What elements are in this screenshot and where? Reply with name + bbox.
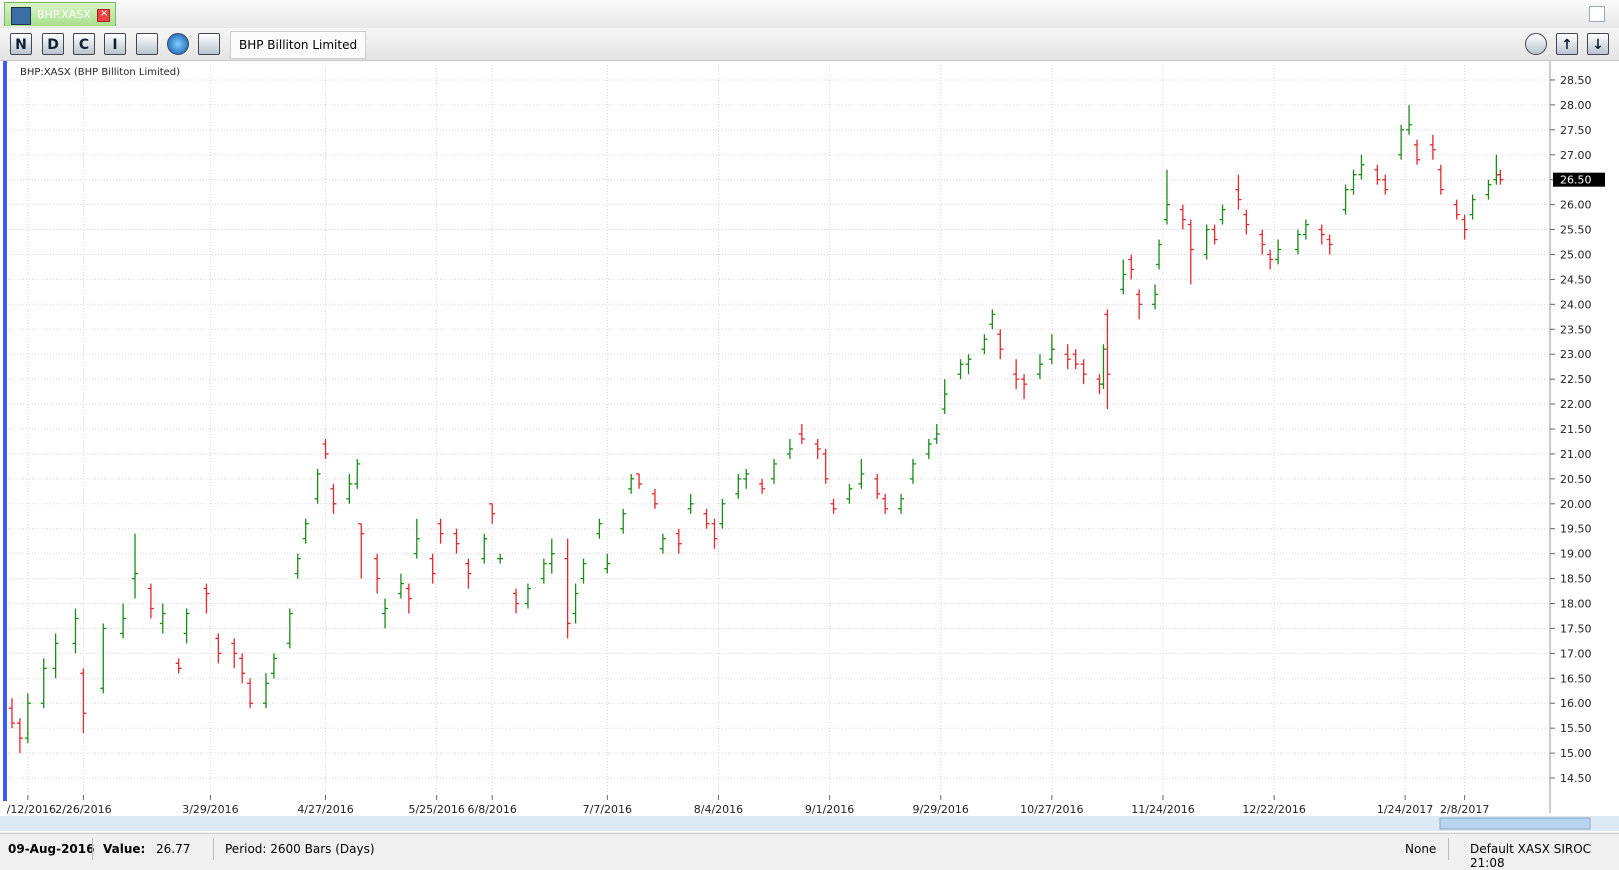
selection-strip (3, 61, 7, 813)
x-tick-label: 5/25/2016 (408, 803, 464, 816)
y-tick-label: 18.00 (1560, 598, 1592, 611)
y-tick-label: 26.00 (1560, 199, 1592, 212)
toolbar-button[interactable] (136, 33, 158, 55)
tab-icon (11, 7, 31, 25)
y-tick-label: 24.50 (1560, 273, 1592, 286)
y-tick-label: 25.00 (1560, 248, 1592, 261)
y-tick-label: 24.00 (1560, 298, 1592, 311)
layout[interactable]: Default XASX SIROC 21:08 (1470, 842, 1592, 870)
chart: BHP:XASX (BHP Billiton Limited) 14.50 15.… (0, 61, 1619, 832)
y-tick-label: 21.00 (1560, 448, 1592, 461)
y-tick-label: 21.50 (1560, 423, 1592, 436)
axis-mask (0, 801, 7, 816)
toolbar-button[interactable] (198, 33, 220, 55)
zoom-button[interactable] (1525, 33, 1547, 55)
tab-bar: BHP.XASX (0, 0, 1619, 29)
separator (213, 838, 214, 860)
y-tick-label: 17.50 (1560, 622, 1592, 635)
cursor-date: 09-Aug-2016 (8, 842, 95, 856)
separator (92, 838, 93, 860)
last-price-label: 26.50 (1560, 174, 1592, 187)
y-tick-label: 16.50 (1560, 672, 1592, 685)
x-tick-label: 9/1/2016 (805, 803, 854, 816)
y-tick-label: 20.00 (1560, 498, 1592, 511)
up-button[interactable]: ↑ (1556, 33, 1578, 55)
symbol-tab[interactable]: BHP.XASX (4, 2, 116, 26)
toolbar-button[interactable]: C (73, 33, 95, 55)
x-tick-label: 3/29/2016 (182, 803, 238, 816)
y-tick-label: 28.50 (1560, 74, 1592, 87)
last-price-box (1553, 172, 1605, 187)
scroll-thumb[interactable] (1439, 817, 1591, 830)
y-tick-label: 14.50 (1560, 772, 1592, 785)
y-tick-label: 19.00 (1560, 548, 1592, 561)
x-tick-label: 2/26/2016 (55, 803, 111, 816)
x-tick-label: 6/8/2016 (468, 803, 517, 816)
toolbar: N D C I BHP Billiton Limited ↑ ↓ (0, 28, 1619, 61)
x-tick-label: 4/27/2016 (297, 803, 353, 816)
y-tick-label: 15.50 (1560, 722, 1592, 735)
x-tick-label: 2/8/2017 (1440, 803, 1489, 816)
y-tick-label: 20.50 (1560, 473, 1592, 486)
y-tick-label: 18.50 (1560, 573, 1592, 586)
y-tick-label: 16.00 (1560, 697, 1592, 710)
y-tick-label: 27.00 (1560, 149, 1592, 162)
y-tick-label: 23.00 (1560, 348, 1592, 361)
y-tick-label: 15.00 (1560, 747, 1592, 760)
x-tick-label: 8/4/2016 (694, 803, 743, 816)
y-tick-label: 28.00 (1560, 99, 1592, 112)
x-tick-label: 10/27/2016 (1020, 803, 1083, 816)
tab-label: BHP.XASX (37, 8, 91, 21)
cursor-value: 26.77 (156, 842, 191, 856)
drawing-tool[interactable]: None (1405, 842, 1437, 856)
x-tick-label: 7/7/2016 (583, 803, 632, 816)
toolbar-button[interactable] (167, 33, 189, 55)
y-tick-label: 22.00 (1560, 398, 1592, 411)
toolbar-button[interactable]: I (104, 33, 126, 55)
x-tick-label: 12/22/2016 (1242, 803, 1305, 816)
y-tick-label: 19.50 (1560, 523, 1592, 536)
y-tick-label: 22.50 (1560, 373, 1592, 386)
toolbar-button[interactable]: D (42, 33, 64, 55)
y-tick-label: 25.50 (1560, 224, 1592, 237)
x-tick-label: 2/12/2016 (0, 803, 56, 816)
period: Period: 2600 Bars (Days) (225, 842, 375, 856)
chart-title: BHP:XASX (BHP Billiton Limited) (20, 67, 180, 78)
y-tick-label: 17.00 (1560, 647, 1592, 660)
separator (1448, 838, 1449, 860)
close-tab[interactable] (97, 8, 110, 22)
down-button[interactable]: ↓ (1587, 33, 1609, 55)
value-label: Value: (103, 842, 146, 856)
scrollbar[interactable] (0, 816, 1619, 831)
status-bar: 09-Aug-2016 Value: 26.77 Period: 2600 Ba… (0, 833, 1619, 870)
x-tick-label: 9/29/2016 (913, 803, 969, 816)
tab-menu[interactable] (1589, 6, 1605, 22)
x-tick-label: 11/24/2016 (1131, 803, 1194, 816)
y-tick-label: 27.50 (1560, 124, 1592, 137)
chart-background (0, 61, 1619, 832)
y-tick-label: 23.50 (1560, 323, 1592, 336)
toolbar-button[interactable]: N (10, 33, 32, 55)
symbol-name-button[interactable]: BHP Billiton Limited (230, 31, 367, 59)
x-tick-label: 1/24/2017 (1377, 803, 1433, 816)
